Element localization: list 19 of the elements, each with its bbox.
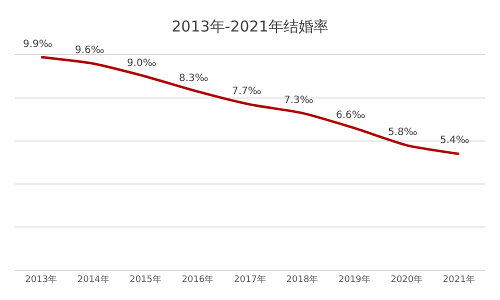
- data-label: 8.3‰: [179, 73, 208, 84]
- x-tick-label: 2020年: [390, 274, 423, 285]
- x-tick-label: 2016年: [182, 274, 214, 285]
- x-tick-label: 2018年: [286, 274, 318, 285]
- data-label: 9.9‰: [23, 39, 52, 50]
- x-tick-label: 2013年: [25, 274, 58, 285]
- x-tick-label: 2017年: [234, 274, 266, 285]
- data-label: 9.6‰: [75, 45, 104, 56]
- x-tick-label: 2014年: [77, 274, 110, 285]
- x-tick-label: 2019年: [338, 274, 370, 285]
- chart-title: 2013年-2021年结婚率: [172, 18, 328, 36]
- x-tick-label: 2021年: [442, 274, 475, 285]
- x-tick-label: 2015年: [130, 274, 162, 285]
- data-label: 9.0‰: [127, 58, 156, 69]
- data-label: 7.7‰: [232, 86, 262, 97]
- data-label: 7.3‰: [284, 95, 314, 106]
- data-label: 5.4‰: [440, 135, 470, 146]
- data-label: 5.8‰: [388, 127, 418, 138]
- data-label: 6.6‰: [336, 110, 366, 121]
